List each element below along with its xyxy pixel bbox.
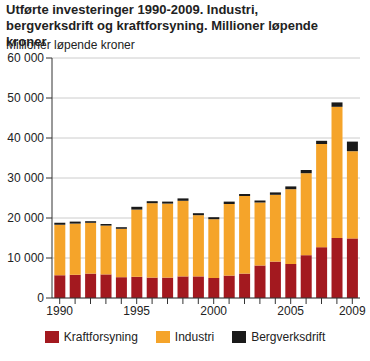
html-text:Bergverksdrift: Bergverksdrift: [251, 330, 326, 344]
svg-text:2009: 2009: [339, 304, 362, 318]
html-text:Industri: Industri: [174, 330, 215, 344]
svg-text:10 000: 10 000: [8, 251, 44, 265]
svg-text:2005: 2005: [277, 304, 304, 318]
svg-text:2000: 2000: [200, 304, 227, 318]
svg-text:20 000: 20 000: [8, 211, 44, 225]
html-text:Utførte investeringer 1990-200: Utførte investeringer 1990-2009. Industr…: [6, 2, 318, 49]
html-text:Kraftforsyning: Kraftforsyning: [63, 330, 138, 344]
svg-text:0: 0: [37, 291, 44, 305]
svg-text:60 000: 60 000: [8, 51, 44, 65]
svg-text:30 000: 30 000: [8, 171, 44, 185]
svg-text:50 000: 50 000: [8, 91, 44, 105]
svg-text:1990: 1990: [46, 304, 73, 318]
svg-text:40 000: 40 000: [8, 131, 44, 145]
html-text:Millioner løpende kroner: Millioner løpende kroner: [6, 38, 135, 52]
svg-text:1995: 1995: [123, 304, 150, 318]
